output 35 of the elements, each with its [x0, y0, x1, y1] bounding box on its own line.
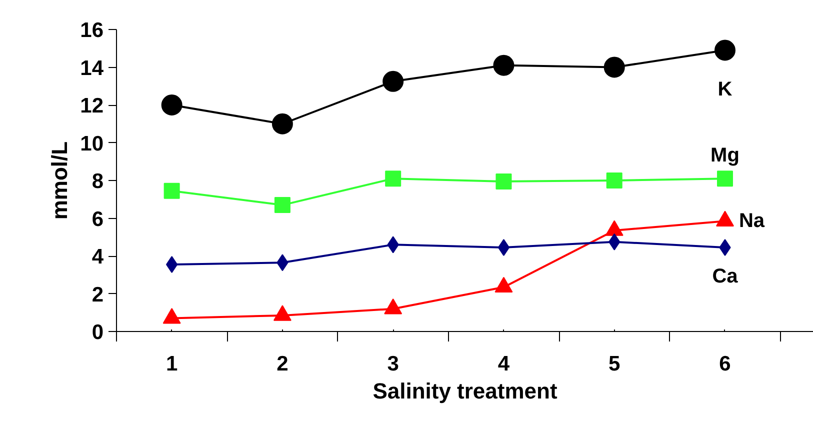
point	[606, 172, 622, 188]
x-tick-label: 3	[387, 352, 399, 376]
y-tick-label: 0	[92, 321, 104, 344]
series-label: Na	[738, 210, 766, 232]
point	[714, 40, 736, 61]
x-tick-label: 2	[276, 352, 288, 376]
x-axis-title: Salinity treatment	[372, 378, 558, 404]
x-tick-label: 6	[719, 352, 731, 376]
point	[496, 173, 512, 190]
y-tick-label: 2	[92, 283, 104, 306]
series-label: Mg	[710, 144, 740, 167]
point	[385, 170, 402, 187]
point	[161, 94, 182, 116]
point	[382, 70, 404, 92]
point	[272, 113, 293, 134]
point	[164, 182, 180, 199]
series-label: K	[718, 78, 733, 100]
y-tick-label: 8	[92, 170, 104, 193]
y-tick-label: 12	[80, 94, 104, 118]
point	[716, 170, 733, 187]
y-tick-label: 16	[80, 19, 104, 42]
y-tick-label: 14	[80, 56, 104, 80]
point	[166, 256, 178, 273]
x-tick-label: 1	[166, 352, 178, 376]
x-tick-label: 4	[498, 352, 510, 376]
y-axis-title: mmol/L	[47, 141, 72, 220]
series-label: Ca	[712, 266, 739, 288]
point	[274, 197, 290, 214]
point	[493, 54, 514, 76]
point	[498, 239, 510, 256]
y-tick-label: 10	[80, 132, 104, 156]
y-tick-label: 6	[92, 208, 104, 231]
x-tick-label: 5	[608, 352, 621, 376]
point	[604, 56, 625, 78]
y-tick-label: 4	[92, 246, 104, 268]
